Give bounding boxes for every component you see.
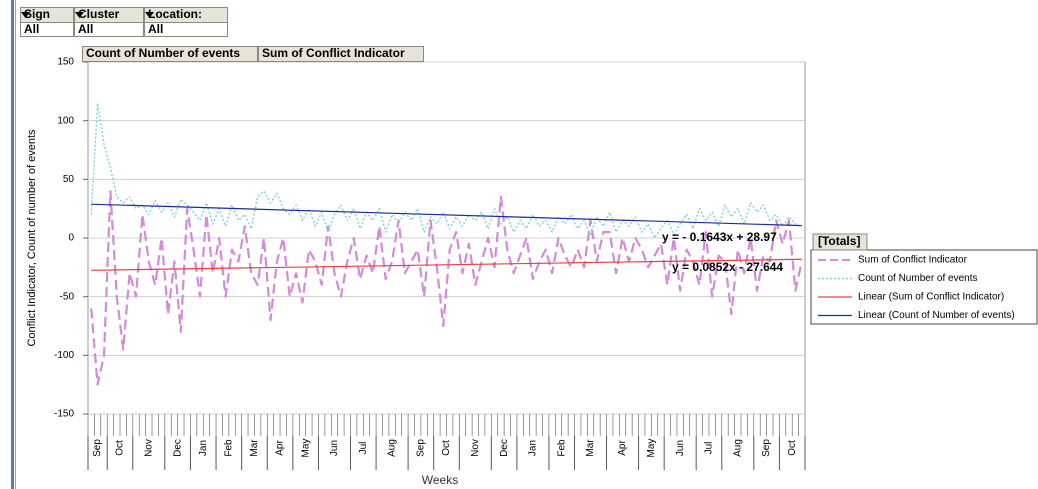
legend-title: [Totals] xyxy=(818,234,860,248)
month-label: Sep xyxy=(416,439,427,457)
dropdown-arrow xyxy=(21,12,30,18)
trendline xyxy=(91,258,802,271)
filter-value: All xyxy=(144,22,228,37)
y-tick-label: -50 xyxy=(60,291,75,302)
y-tick-label: -100 xyxy=(54,350,74,361)
side-bar xyxy=(15,0,16,489)
y-tick-label: 100 xyxy=(57,115,74,126)
month-label: Nov xyxy=(143,439,154,457)
month-label: Jun xyxy=(329,440,340,456)
month-label: Feb xyxy=(556,439,567,457)
filter-button[interactable]: Location: xyxy=(144,7,228,23)
month-label: Dec xyxy=(499,439,510,457)
month-label: Jul xyxy=(704,442,715,455)
filter-button[interactable]: Cluster xyxy=(74,7,144,23)
month-label: Jul xyxy=(358,442,369,455)
dropdown-arrow xyxy=(75,12,84,18)
month-label: Mar xyxy=(249,439,260,457)
month-label: Oct xyxy=(115,440,126,456)
month-label: Apr xyxy=(275,440,286,456)
month-label: Oct xyxy=(441,440,452,456)
y-tick-label: 0 xyxy=(68,233,74,244)
y-axis-title: Conflict Indicator, Count of number of e… xyxy=(26,129,38,347)
month-label: Mar xyxy=(585,439,596,457)
legend-label: Count of Number of events xyxy=(858,273,978,284)
month-label: Feb xyxy=(223,439,234,457)
dropdown-arrow xyxy=(145,12,154,18)
month-label: Jun xyxy=(675,440,686,456)
legend-title-box xyxy=(812,233,868,251)
side-bar xyxy=(11,0,14,489)
filter-value: All xyxy=(74,22,144,37)
month-label: Jan xyxy=(528,440,539,456)
trendline-equation: y = 0.0852x - 27.644 xyxy=(672,260,783,274)
month-label: May xyxy=(646,439,657,458)
month-label: Dec xyxy=(172,439,183,457)
y-tick-label: -150 xyxy=(54,409,74,420)
data-field-button[interactable]: Count of Number of events xyxy=(82,46,258,62)
legend xyxy=(810,249,1038,325)
month-label: Jan xyxy=(198,440,209,456)
month-label: May xyxy=(300,439,311,458)
trendline xyxy=(91,203,802,227)
trendline-equation: y = - 0.1643x + 28.97 xyxy=(662,230,777,244)
x-axis-title: Weeks xyxy=(422,473,458,487)
y-tick-label: 150 xyxy=(57,57,74,68)
filter-value: All xyxy=(20,22,74,37)
data-field-button[interactable]: Sum of Conflict Indicator xyxy=(258,46,424,62)
series-line xyxy=(90,102,803,239)
month-label: Oct xyxy=(787,440,798,456)
filter-button[interactable]: Sign xyxy=(20,7,74,23)
legend-label: Linear (Count of Number of events) xyxy=(858,310,1015,321)
month-label: Sep xyxy=(92,439,103,457)
month-label: Sep xyxy=(761,439,772,457)
month-label: Nov xyxy=(470,439,481,457)
month-label: Aug xyxy=(387,439,398,457)
legend-label: Linear (Sum of Conflict Indicator) xyxy=(858,292,1004,303)
month-label: Aug xyxy=(732,439,743,457)
legend-label: Sum of Conflict Indicator xyxy=(858,255,968,266)
month-label: Apr xyxy=(617,440,628,456)
y-tick-label: 50 xyxy=(63,174,75,185)
